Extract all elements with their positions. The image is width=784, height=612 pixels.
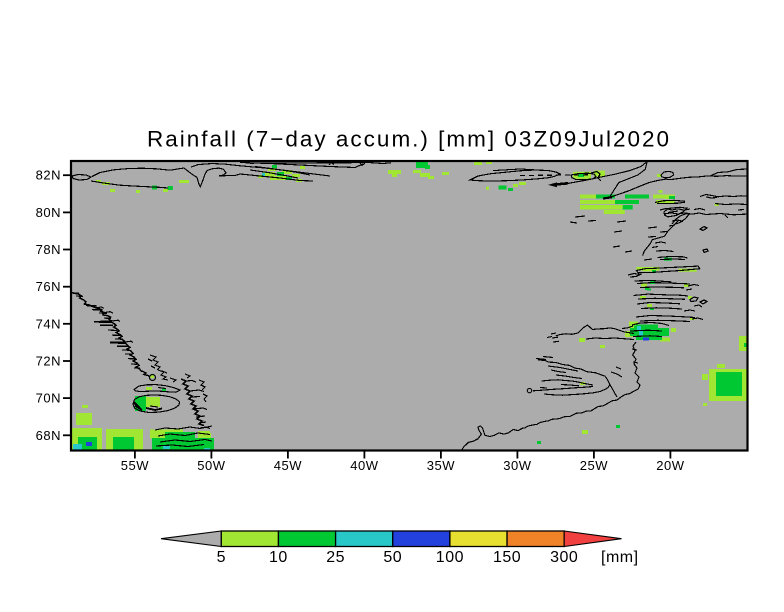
svg-text:25W: 25W: [580, 458, 608, 473]
svg-text:20W: 20W: [656, 458, 684, 473]
svg-text:50W: 50W: [197, 458, 225, 473]
svg-text:35W: 35W: [427, 458, 455, 473]
svg-text:78N: 78N: [36, 242, 61, 257]
svg-text:70N: 70N: [36, 391, 61, 406]
svg-text:76N: 76N: [36, 279, 61, 294]
svg-text:[mm]: [mm]: [601, 549, 639, 566]
svg-text:55W: 55W: [121, 458, 149, 473]
svg-text:300: 300: [550, 549, 578, 566]
svg-text:5: 5: [217, 549, 226, 566]
svg-text:10: 10: [269, 549, 288, 566]
svg-text:74N: 74N: [36, 316, 61, 331]
svg-text:40W: 40W: [350, 458, 378, 473]
svg-text:25: 25: [326, 549, 345, 566]
svg-text:72N: 72N: [36, 354, 61, 369]
svg-text:45W: 45W: [274, 458, 302, 473]
svg-text:30W: 30W: [503, 458, 531, 473]
svg-text:50: 50: [383, 549, 402, 566]
svg-text:150: 150: [493, 549, 521, 566]
svg-text:Rainfall (7−day accum.) [mm] 0: Rainfall (7−day accum.) [mm] 03Z09Jul202…: [147, 127, 671, 152]
svg-text:100: 100: [436, 549, 464, 566]
svg-text:80N: 80N: [36, 205, 61, 220]
svg-text:82N: 82N: [36, 168, 61, 183]
svg-text:68N: 68N: [36, 428, 61, 443]
